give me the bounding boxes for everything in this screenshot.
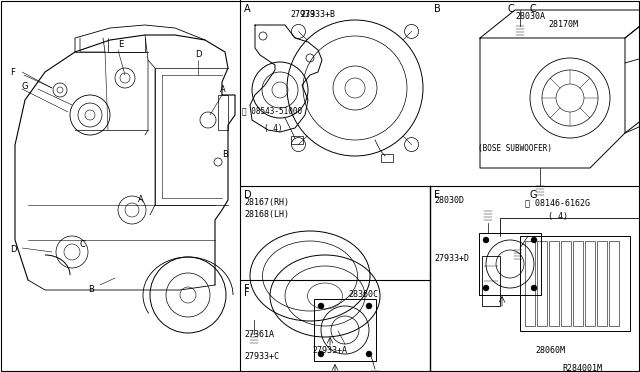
Bar [482, 256, 500, 306]
Text: (BOSE SUBWOOFER): (BOSE SUBWOOFER) [478, 144, 552, 153]
Text: B: B [88, 285, 94, 294]
Circle shape [318, 351, 324, 357]
Circle shape [531, 237, 537, 243]
Text: Ⓢ 08543-51000: Ⓢ 08543-51000 [242, 106, 302, 115]
Text: F: F [10, 68, 15, 77]
Bar [479, 233, 541, 295]
Text: 28030D: 28030D [434, 196, 464, 205]
Text: D: D [244, 190, 252, 200]
Text: 28060M: 28060M [535, 346, 565, 355]
Text: A: A [244, 4, 251, 14]
Text: E: E [118, 40, 124, 49]
Text: E: E [434, 190, 440, 200]
Text: 28030A: 28030A [515, 12, 545, 21]
Text: B: B [434, 4, 441, 14]
Bar [561, 241, 571, 326]
Text: 27933+C: 27933+C [244, 352, 279, 361]
Bar [609, 241, 619, 326]
Text: ( 4): ( 4) [548, 212, 568, 221]
Text: 27933+D: 27933+D [434, 254, 469, 263]
Bar [573, 241, 583, 326]
Text: 27933: 27933 [290, 10, 315, 19]
Bar [585, 241, 595, 326]
Bar [291, 136, 303, 144]
Text: F: F [244, 288, 250, 298]
Bar [549, 241, 559, 326]
Text: 28170M: 28170M [548, 20, 578, 29]
Text: C: C [508, 4, 515, 14]
Text: B: B [222, 150, 228, 159]
Bar [597, 241, 607, 326]
Text: D: D [195, 50, 202, 59]
Text: 27933+B: 27933+B [300, 10, 335, 19]
Bar [525, 241, 535, 326]
Text: G: G [22, 82, 29, 91]
Text: ( 4): ( 4) [264, 124, 282, 133]
Text: 28168(LH): 28168(LH) [244, 210, 289, 219]
Text: G: G [530, 190, 538, 200]
Text: 28360C: 28360C [348, 290, 378, 299]
Text: A: A [138, 195, 144, 204]
Circle shape [483, 285, 489, 291]
Text: 27361A: 27361A [244, 330, 274, 339]
Text: A: A [220, 85, 226, 94]
Text: 28167(RH): 28167(RH) [244, 198, 289, 207]
Circle shape [366, 303, 372, 309]
Text: D: D [10, 245, 17, 254]
Text: F: F [244, 284, 250, 294]
Bar [381, 154, 393, 162]
Text: Ⓑ 08146-6162G: Ⓑ 08146-6162G [525, 198, 590, 207]
Circle shape [531, 285, 537, 291]
Circle shape [483, 237, 489, 243]
Text: C: C [80, 240, 86, 249]
Text: C: C [530, 4, 537, 14]
Circle shape [366, 351, 372, 357]
Bar [537, 241, 547, 326]
Circle shape [318, 303, 324, 309]
Bar [218, 95, 228, 130]
Text: R284001M: R284001M [562, 364, 602, 372]
Bar [314, 299, 376, 361]
Bar [520, 236, 630, 331]
Text: 27933+A: 27933+A [312, 346, 347, 355]
